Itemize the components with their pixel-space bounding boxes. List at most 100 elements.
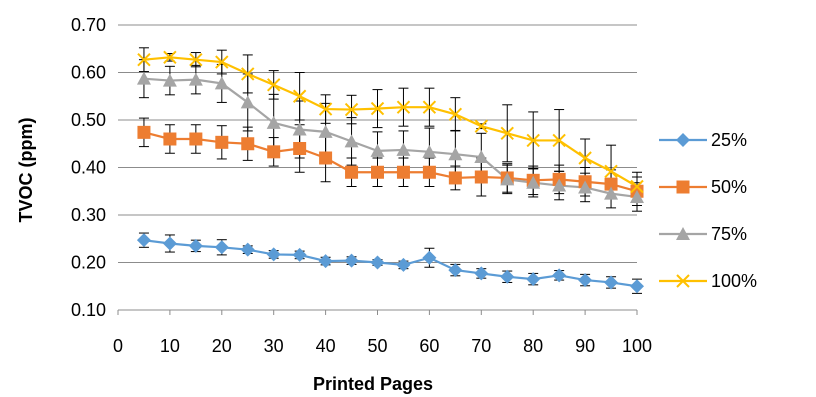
x-tick-label: 50: [367, 336, 387, 356]
x-tick-label: 30: [264, 336, 284, 356]
series-100pct-point-stroke: [370, 101, 385, 116]
series-100pct-point-stroke: [292, 89, 307, 103]
series-50pct-point: [474, 170, 488, 184]
series-100pct-point: [630, 179, 644, 194]
series-100pct-point-stroke: [266, 78, 281, 92]
legend-label-75pct: 75%: [711, 224, 747, 244]
series-100pct-point-stroke: [344, 102, 359, 117]
series-75pct-point: [344, 134, 359, 148]
series-100pct-point: [266, 78, 281, 92]
y-tick-label: 0.50: [71, 110, 106, 130]
x-tick-label: 80: [523, 336, 543, 356]
series-100pct-line: [143, 56, 638, 188]
series-50pct-point: [319, 151, 333, 165]
series-75pct-point: [526, 175, 541, 189]
series-100pct-point-stroke: [448, 107, 463, 122]
legend-label-25pct: 25%: [711, 130, 747, 150]
x-tick-label: 0: [113, 336, 123, 356]
y-tick-label: 0.40: [71, 158, 106, 178]
series-25pct-point: [500, 269, 515, 284]
series-25pct-point: [474, 266, 489, 281]
series-100pct-point: [163, 50, 177, 65]
series-100pct-point: [215, 55, 229, 69]
series-75pct-point: [630, 189, 644, 203]
series-25pct-point: [214, 240, 229, 255]
series-50pct-point: [371, 165, 384, 179]
x-tick-label: 70: [471, 336, 491, 356]
series-50pct-point: [163, 132, 177, 146]
series-75pct-point: [500, 172, 515, 186]
y-tick-label: 0.30: [71, 205, 106, 225]
series-75pct-point: [292, 122, 307, 136]
legend-marker-75pct: [676, 227, 690, 240]
x-tick-label: 90: [575, 336, 595, 356]
series-25pct-point: [526, 272, 541, 287]
series-50pct-point: [189, 132, 203, 146]
series-50pct-point: [345, 165, 359, 179]
legend: 25% 50% 75% 100%: [659, 130, 757, 291]
series-75pct-point: [604, 186, 619, 200]
series-25pct-point: [552, 268, 567, 283]
series-25pct-point: [292, 247, 307, 262]
series-100pct-point: [604, 164, 618, 179]
series-100pct-point: [241, 67, 255, 81]
series-100pct-point-stroke: [422, 100, 437, 114]
series-25pct-point: [448, 263, 463, 278]
series-100pct-point: [396, 100, 411, 114]
series-75pct-point: [136, 71, 151, 85]
series-100pct-point-stroke: [552, 133, 566, 148]
series-50pct-point: [215, 135, 229, 149]
series-100pct-point: [448, 107, 463, 122]
series-100pct-point-stroke: [318, 102, 333, 116]
legend-label-100pct: 100%: [711, 271, 757, 291]
series-25pct-point: [630, 279, 644, 294]
series-75pct-point: [162, 73, 177, 87]
x-tick-label: 100: [622, 336, 652, 356]
series-75pct-point: [396, 142, 411, 156]
series-50pct-point: [448, 171, 462, 185]
series-25pct-point: [578, 273, 593, 288]
series-100pct-point-stroke: [137, 52, 151, 67]
series-100pct-point: [578, 151, 592, 165]
series-markers: [136, 50, 644, 294]
series-75pct-point: [578, 180, 593, 194]
series-75pct-point: [214, 76, 229, 90]
series-25pct-point: [370, 255, 385, 270]
series-25pct-point: [318, 254, 333, 269]
series-75pct-point: [370, 143, 385, 157]
series-100pct-point: [344, 102, 359, 117]
series-25pct-point: [240, 242, 255, 257]
series-100pct-point-stroke: [189, 52, 203, 67]
series-75pct-point: [318, 124, 333, 138]
error-bars: [138, 47, 642, 294]
series-100pct-point: [526, 133, 540, 148]
series-100pct-point: [318, 102, 333, 116]
y-tick-label: 0.60: [71, 63, 106, 83]
y-tick-label: 0.10: [71, 300, 106, 320]
series-50pct-point: [396, 165, 410, 179]
series-25pct-point: [344, 253, 359, 268]
series-100pct-point-stroke: [215, 55, 229, 69]
series-75pct-point: [552, 178, 567, 192]
series-50pct-point: [604, 177, 618, 191]
axes: [117, 309, 638, 315]
y-axis-title: TVOC (ppm): [16, 118, 36, 223]
series-75pct-point: [422, 144, 437, 158]
series-50pct-point: [267, 145, 281, 159]
series-100pct-point-stroke: [500, 126, 514, 141]
legend-marker-100pct-stroke: [676, 274, 690, 288]
series-100pct-point-stroke: [474, 119, 489, 133]
series-50pct-point: [422, 165, 436, 179]
series-50pct-point: [137, 125, 151, 139]
legend-marker-100pct: [676, 274, 690, 288]
series-100pct-point: [474, 119, 489, 133]
series-25pct-point: [422, 250, 437, 265]
x-tick-label: 10: [160, 336, 180, 356]
series-100pct-point-stroke: [163, 50, 177, 65]
series-25pct-point: [266, 247, 281, 262]
series-75pct-point: [474, 150, 489, 164]
series-75pct-point: [448, 147, 463, 161]
y-tick-label: 0.70: [71, 15, 106, 35]
series-25pct-point: [188, 238, 203, 253]
